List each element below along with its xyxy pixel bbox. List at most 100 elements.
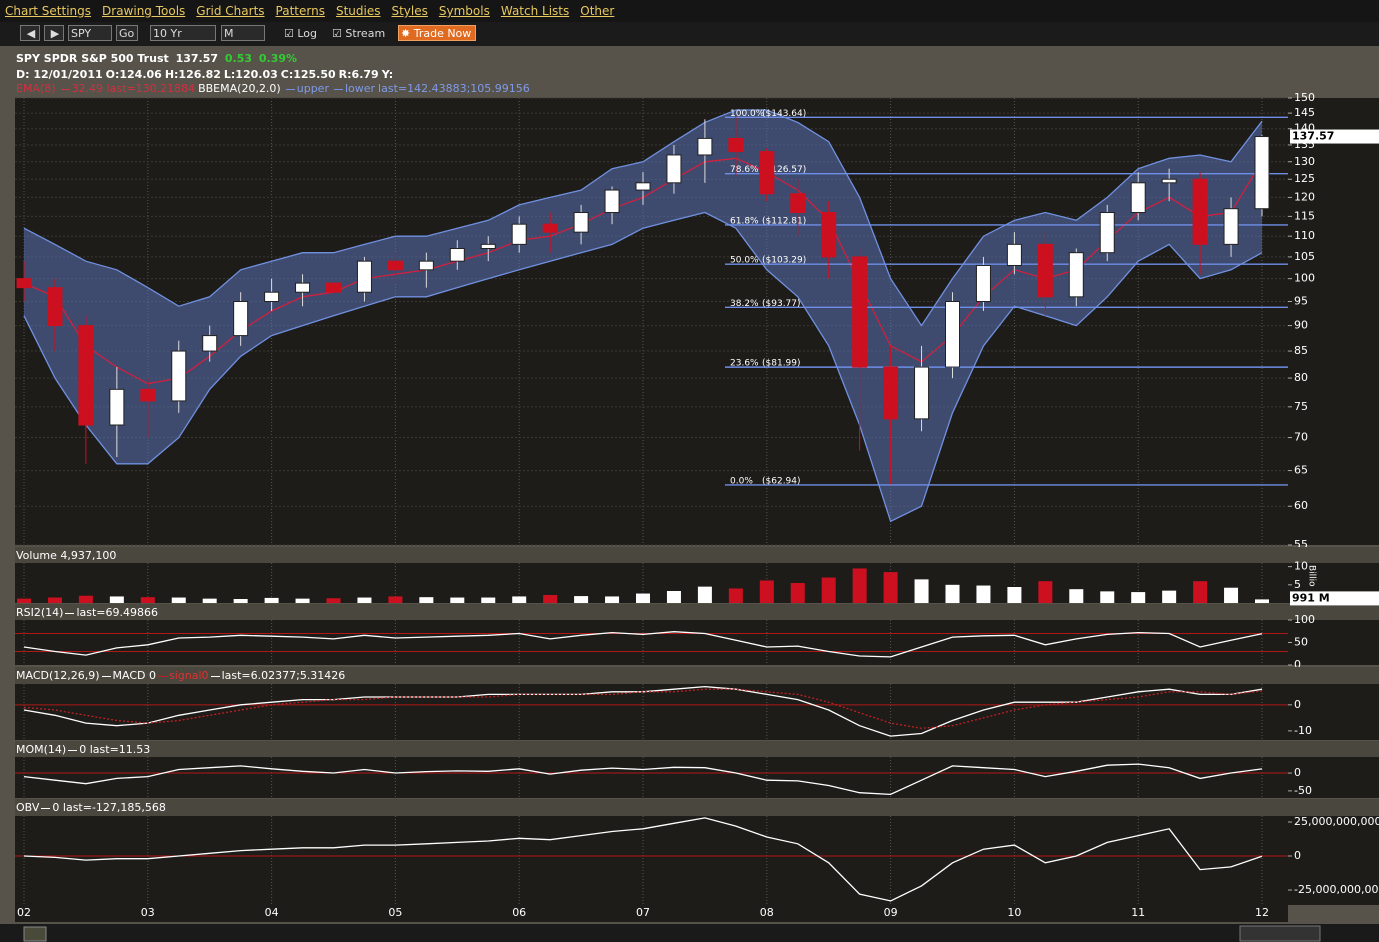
volume-bar <box>512 596 527 603</box>
legend-line <box>333 88 343 90</box>
menu-item[interactable]: Studies <box>335 4 381 18</box>
legend-line <box>41 807 51 809</box>
menu-item[interactable]: Watch Lists <box>500 4 570 18</box>
trade-now-button[interactable]: ✸ Trade Now <box>398 25 476 41</box>
menu-bar: Chart Settings Drawing Tools Grid Charts Pa… <box>0 0 1379 22</box>
panel-title: OBV <box>16 801 40 814</box>
menu-item[interactable]: Drawing Tools <box>102 4 186 18</box>
y-tick-label: 85 <box>1294 344 1308 357</box>
x-tick-label: 08 <box>760 906 774 919</box>
panel-label: MACD(12,26,9) MACD 0 signal0 last=6.02377;5… <box>16 669 345 682</box>
fib-label: 61.8% <box>730 216 759 226</box>
y-tick-label: 0 <box>1294 849 1301 862</box>
y-tick-label: 0 <box>1294 658 1301 671</box>
y-tick-label: 80 <box>1294 371 1308 384</box>
candle-body <box>1006 243 1022 266</box>
volume-bar <box>574 596 589 603</box>
ohlc-line: D: 12/01/2011 O:124.06 H:126.82 L:120.03 C:1… <box>16 68 396 81</box>
study-line: EMA(8) 32.49 last=130.21884 BBEMA(20,2.0) u… <box>16 82 533 95</box>
stream-checkbox[interactable]: ☑ Stream <box>332 27 386 40</box>
x-axis-area <box>15 905 1288 922</box>
legend-line <box>210 675 220 677</box>
toolbar: ◀ ▶ SPY Go 10 Yr M ☑ Log ☑ Stream ✸ Trad… <box>0 22 1379 46</box>
volume-bar <box>945 584 960 603</box>
menu-item[interactable]: Chart Settings <box>5 4 92 18</box>
change: 0.53 <box>224 52 253 65</box>
series-line <box>23 109 1263 327</box>
series-line <box>23 688 1263 729</box>
candle-body <box>945 300 960 368</box>
panel-label: Volume 4,937,100 <box>16 549 116 562</box>
ema-name: EMA(8) <box>16 82 56 95</box>
candle-body <box>418 260 434 271</box>
candle-body <box>759 151 775 195</box>
panel-label-bar <box>15 604 1379 620</box>
axis-area <box>1288 757 1379 798</box>
candle-body <box>573 212 589 233</box>
volume-bar <box>790 583 805 603</box>
x-tick-label: 03 <box>141 906 155 919</box>
menu-item[interactable]: Patterns <box>275 4 325 18</box>
panel-value: 4,937,100 <box>60 549 117 562</box>
range-select[interactable]: 10 Yr <box>150 25 216 41</box>
x-tick-label: 09 <box>884 906 898 919</box>
volume-bar <box>1193 581 1208 603</box>
menu-item[interactable]: Grid Charts <box>196 4 265 18</box>
scroll-handle <box>23 926 47 942</box>
candle-body <box>1192 178 1208 245</box>
last-volume-box <box>1290 591 1379 606</box>
volume-bar <box>883 572 898 603</box>
go-button[interactable]: Go <box>116 25 138 41</box>
log-checkbox[interactable]: ☑ Log <box>284 27 318 40</box>
y-tick-label: 75 <box>1294 400 1308 413</box>
fib-label: 0.0% <box>730 476 753 486</box>
trade-label: Trade Now <box>413 27 472 40</box>
candle-body <box>697 137 713 156</box>
panel-label-bar <box>15 741 1379 757</box>
fib-price: ($112.81) <box>762 216 806 226</box>
panel-label: RSI2(14) last=69.49866 <box>16 606 158 619</box>
candle-body <box>542 223 558 233</box>
legend-entry: MACD 0 <box>112 669 157 682</box>
panel-title: MACD(12,26,9) <box>16 669 100 682</box>
panel-title: MOM(14) <box>16 743 67 756</box>
symbol-input[interactable]: SPY <box>68 25 112 41</box>
candle-body <box>821 212 837 258</box>
volume-bar <box>264 597 279 603</box>
volume-bar <box>543 595 558 603</box>
y-tick-label: 130 <box>1294 155 1315 168</box>
volume-bar <box>295 598 310 603</box>
legend-upper: upper <box>296 82 329 95</box>
menu-item[interactable]: Symbols <box>438 4 490 18</box>
plot-area <box>15 620 1288 665</box>
y-tick-label: 115 <box>1294 209 1315 222</box>
plot-area <box>15 757 1288 798</box>
fib-label: 50.0% <box>730 256 759 266</box>
plot-area <box>15 684 1288 740</box>
candle-body <box>1223 208 1239 245</box>
y-tick-label: 10 <box>1294 560 1308 573</box>
ohlc-field: L:120.03 <box>223 68 278 81</box>
back-button[interactable]: ◀ <box>20 25 40 41</box>
y-tick-label: 0 <box>1294 766 1301 779</box>
forward-button[interactable]: ▶ <box>44 25 64 41</box>
volume-bar <box>605 596 620 603</box>
volume-bar <box>78 595 93 603</box>
legend-line <box>65 612 75 614</box>
panel-last: last=69.49866 <box>76 606 158 619</box>
fib-price: ($143.64) <box>762 109 806 119</box>
volume-bar <box>1038 581 1053 603</box>
ohlc-field: H:126.82 <box>164 68 221 81</box>
menu-item[interactable]: Styles <box>391 4 428 18</box>
series-line <box>23 685 1263 737</box>
y-tick-label: 100 <box>1294 613 1315 626</box>
volume-bar <box>852 568 867 603</box>
volume-bar <box>1224 587 1239 603</box>
menu-item[interactable]: Other <box>580 4 615 18</box>
volume-bar <box>1131 592 1146 603</box>
volume-bar <box>1069 589 1084 603</box>
volume-bar <box>1007 587 1022 603</box>
period-select[interactable]: M <box>221 25 265 41</box>
symbol-title: SPY SPDR S&P 500 Trust <box>16 52 169 65</box>
